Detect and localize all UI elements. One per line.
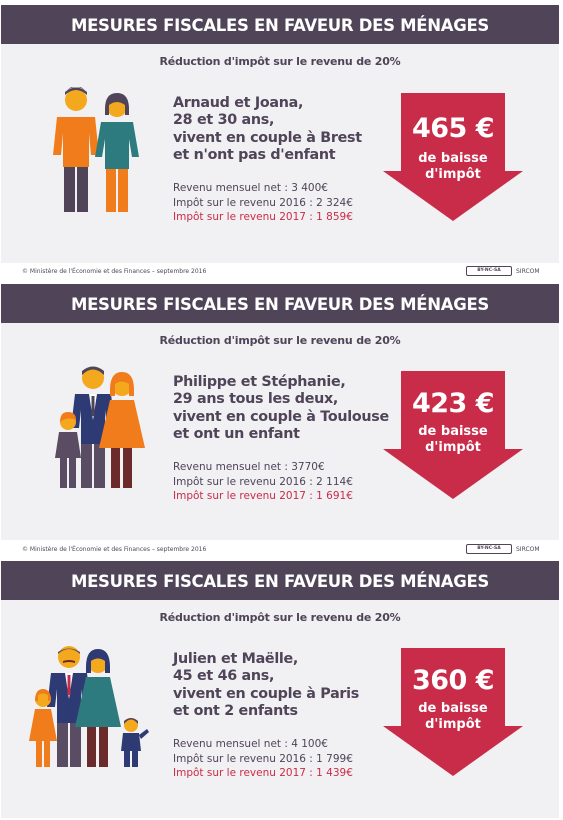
household-description: Arnaud et Joana, 28 et 30 ans, vivent en…	[173, 95, 383, 165]
down-arrow-icon	[383, 648, 523, 776]
tax-2016: Impôt sur le revenu 2016 : 2 324€	[173, 196, 353, 209]
label-line: d'impôt	[425, 167, 481, 182]
description-line: Philippe et Stéphanie,	[173, 374, 346, 390]
woman-icon	[75, 649, 121, 767]
woman-icon	[99, 372, 145, 488]
tax-reduction-amount: 360 €	[411, 665, 495, 696]
label-line: d'impôt	[425, 717, 481, 732]
infographic-card-1: MESURES FISCALES EN FAVEUR DES MÉNAGES R…	[1, 5, 559, 263]
net-income: Revenu mensuel net : 4 100€	[173, 738, 328, 750]
down-arrow-icon	[383, 93, 523, 221]
card-header: MESURES FISCALES EN FAVEUR DES MÉNAGES	[1, 5, 559, 44]
child-icon	[55, 412, 81, 488]
tax-2017: Impôt sur le revenu 2017 : 1 859€	[173, 211, 353, 223]
income-details: Revenu mensuel net : 3770€ Impôt sur le …	[173, 460, 353, 504]
woman-icon	[95, 93, 139, 212]
description-line: 29 ans tous les deux,	[173, 391, 339, 408]
cc-license-badge: BY-NC-SA	[466, 266, 512, 276]
household-description: Julien et Maëlle, 45 et 46 ans, vivent e…	[173, 651, 383, 721]
income-details: Revenu mensuel net : 3 400€ Impôt sur le…	[173, 181, 353, 225]
footer-2: © Ministère de l'Économie et des Finance…	[0, 541, 560, 557]
card-header: MESURES FISCALES EN FAVEUR DES MÉNAGES	[1, 561, 559, 600]
infographic-card-3: MESURES FISCALES EN FAVEUR DES MÉNAGES R…	[1, 561, 559, 818]
label-line: d'impôt	[425, 440, 481, 455]
description-line: vivent en couple à Brest	[173, 129, 362, 146]
down-arrow-icon	[383, 371, 523, 499]
income-details: Revenu mensuel net : 4 100€ Impôt sur le…	[173, 737, 353, 781]
infographic-card-2: MESURES FISCALES EN FAVEUR DES MÉNAGES R…	[1, 284, 559, 540]
tax-reduction-label: de baisse d'impôt	[383, 151, 523, 183]
tax-2017: Impôt sur le revenu 2017 : 1 691€	[173, 490, 353, 502]
org-name: SIRCOM	[516, 546, 540, 553]
label-line: de baisse	[418, 151, 488, 166]
copyright-credit: © Ministère de l'Économie et des Finance…	[22, 546, 207, 553]
description-line: et n'ont pas d'enfant	[173, 147, 336, 164]
man-icon	[53, 87, 99, 212]
family-illustration	[55, 366, 145, 488]
card-subtitle: Réduction d'impôt sur le revenu de 20%	[159, 611, 401, 624]
description-line: vivent en couple à Toulouse	[173, 408, 389, 425]
description-line: et ont un enfant	[173, 426, 300, 443]
tax-reduction-amount: 423 €	[411, 388, 495, 419]
description-line: Arnaud et Joana,	[173, 95, 304, 111]
label-line: de baisse	[418, 701, 488, 716]
description-line: 45 et 46 ans,	[173, 668, 275, 685]
card-subtitle: Réduction d'impôt sur le revenu de 20%	[159, 334, 401, 347]
footer-1: © Ministère de l'Économie et des Finance…	[0, 263, 560, 279]
girl-icon	[29, 689, 57, 767]
household-description: Philippe et Stéphanie, 29 ans tous les d…	[173, 374, 389, 444]
tax-2016: Impôt sur le revenu 2016 : 1 799€	[173, 752, 353, 765]
cc-license-badge: BY-NC-SA	[466, 544, 512, 554]
description-line: et ont 2 enfants	[173, 703, 298, 720]
family-illustration	[29, 646, 149, 767]
description-line: 28 et 30 ans,	[173, 112, 275, 129]
card-subtitle: Réduction d'impôt sur le revenu de 20%	[159, 55, 401, 68]
tax-reduction-label: de baisse d'impôt	[383, 424, 523, 456]
label-line: de baisse	[418, 424, 488, 439]
boy-icon	[121, 718, 149, 767]
description-line: vivent en couple à Paris	[173, 685, 359, 702]
tax-reduction-label: de baisse d'impôt	[383, 701, 523, 733]
card-header: MESURES FISCALES EN FAVEUR DES MÉNAGES	[1, 284, 559, 323]
net-income: Revenu mensuel net : 3770€	[173, 461, 325, 473]
tax-2016: Impôt sur le revenu 2016 : 2 114€	[173, 475, 353, 488]
description-line: Julien et Maëlle,	[173, 651, 299, 667]
tax-reduction-amount: 465 €	[411, 113, 495, 144]
family-illustration	[53, 87, 139, 212]
net-income: Revenu mensuel net : 3 400€	[173, 182, 328, 194]
org-name: SIRCOM	[516, 268, 540, 275]
copyright-credit: © Ministère de l'Économie et des Finance…	[22, 268, 207, 275]
tax-2017: Impôt sur le revenu 2017 : 1 439€	[173, 767, 353, 779]
